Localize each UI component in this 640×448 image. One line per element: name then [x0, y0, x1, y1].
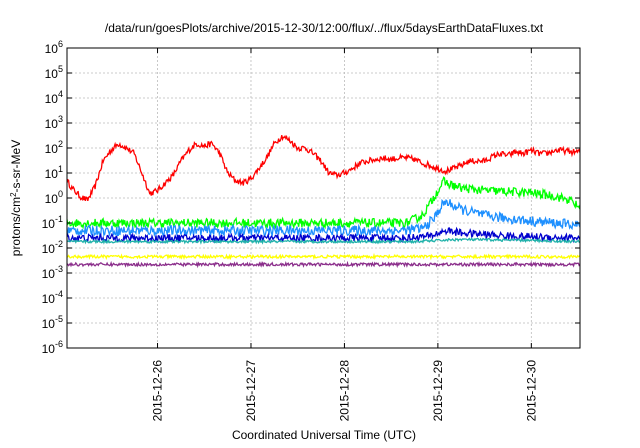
y-tick-label: 104: [45, 89, 63, 106]
y-tick-label: 10-2: [42, 239, 63, 256]
x-tick-label: 2015-12-29: [431, 360, 445, 422]
x-axis-ticks: 2015-12-26 2015-12-27 2015-12-28 2015-12-29…: [151, 48, 538, 422]
y-tick-label: 100: [45, 189, 63, 206]
grid: [67, 48, 580, 348]
y-tick-label: 10-1: [42, 214, 63, 231]
x-tick-label: 2015-12-27: [244, 360, 258, 422]
y-tick-label: 10-3: [42, 264, 63, 281]
y-tick-label: 101: [45, 164, 63, 181]
x-tick-label: 2015-12-28: [337, 360, 351, 422]
series-line-2: [67, 176, 580, 230]
x-axis-label: Coordinated Universal Time (UTC): [232, 428, 416, 442]
series-line-4: [67, 226, 580, 245]
x-tick-label: 2015-12-26: [151, 360, 165, 422]
y-tick-label: 106: [45, 39, 63, 56]
y-tick-label: 10-4: [42, 289, 63, 306]
y-tick-label: 102: [45, 139, 63, 156]
chart-title: /data/run/goesPlots/archive/2015-12-30/1…: [105, 21, 544, 35]
series-line-3: [67, 198, 580, 238]
y-tick-label: 105: [45, 64, 63, 81]
y-axis-ticks: 10-6 10-5 10-4 10-3 10-2 10-1 100 101 102 103 104 1…: [42, 39, 580, 356]
series-line-7: [67, 260, 580, 269]
y-tick-label: 10-6: [42, 339, 63, 356]
y-tick-label: 103: [45, 114, 63, 131]
y-axis-label: protons/cm2-s-sr-MeV: [9, 140, 23, 256]
y-tick-label: 10-5: [42, 314, 63, 331]
series-line-6: [67, 252, 580, 261]
x-tick-label: 2015-12-30: [524, 360, 538, 422]
series-layer: [67, 134, 580, 269]
series-line-5: [67, 237, 580, 245]
series-line-1: [67, 134, 580, 202]
